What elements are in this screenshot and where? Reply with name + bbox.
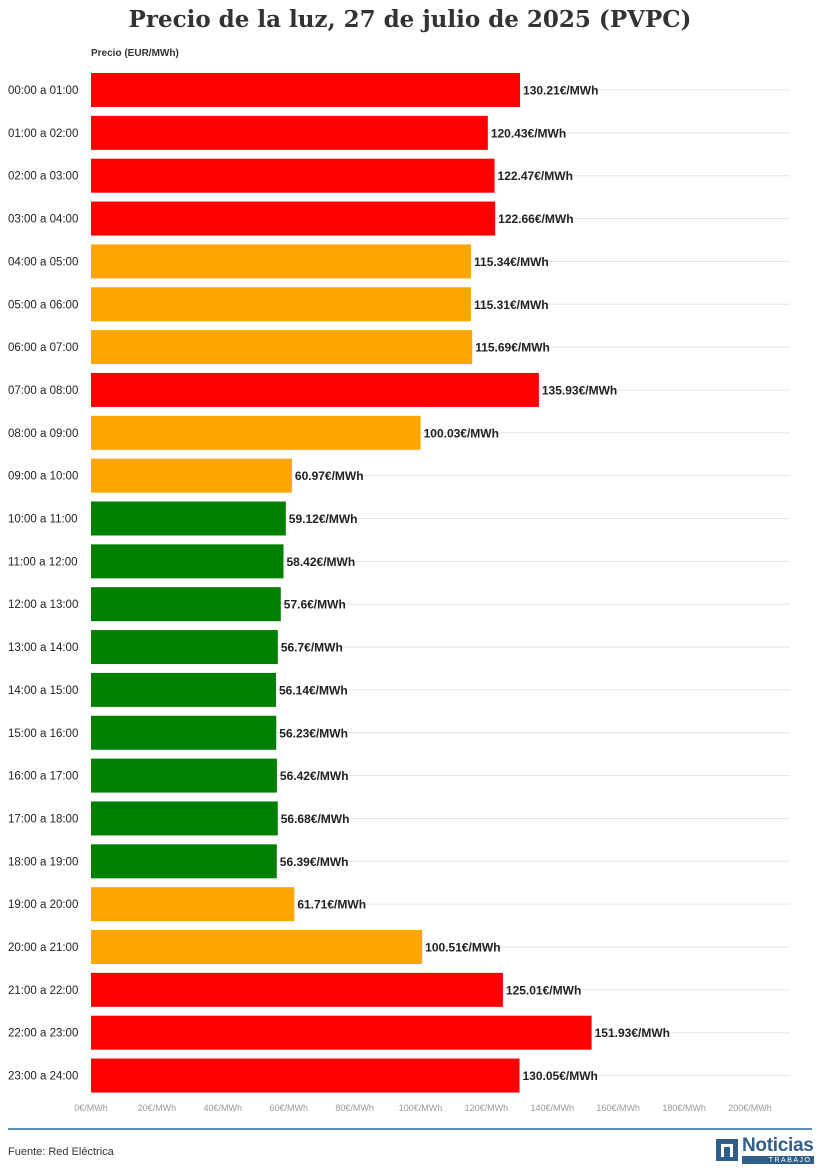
bar [91,330,473,365]
value-label: 125.01€/MWh [506,983,581,997]
category-label: 02:00 a 03:00 [8,171,78,183]
logo-name: Noticias [742,1135,814,1156]
bar [91,801,278,836]
bar [91,372,539,407]
bar [91,844,277,879]
category-label: 10:00 a 11:00 [8,514,78,526]
category-label: 17:00 a 18:00 [8,813,78,825]
bar [91,887,295,922]
bar [91,930,423,964]
axis-title: Precio (EUR/MWh) [91,48,179,59]
category-label: 05:00 a 06:00 [8,299,78,311]
x-tick-label: 160€/MWh [596,1103,640,1113]
x-tick-label: 40€/MWh [204,1103,243,1113]
value-label: 56.14€/MWh [279,683,348,697]
value-label: 122.47€/MWh [498,169,573,183]
x-tick-label: 140€/MWh [531,1103,575,1113]
category-label: 20:00 a 21:00 [8,942,78,954]
value-label: 120.43€/MWh [491,126,566,140]
category-label: 18:00 a 19:00 [8,856,78,868]
value-label: 100.51€/MWh [425,941,500,955]
category-label: 19:00 a 20:00 [8,899,78,911]
footer-divider [8,1128,812,1130]
bar [91,287,471,322]
value-label: 59.12€/MWh [289,512,358,526]
value-label: 58.42€/MWh [286,555,355,569]
logo-icon [716,1139,738,1161]
category-label: 00:00 a 01:00 [8,85,78,97]
category-label: 12:00 a 13:00 [8,599,78,611]
value-label: 115.34€/MWh [474,255,549,269]
value-label: 100.03€/MWh [424,426,499,440]
x-tick-label: 100€/MWh [399,1103,443,1113]
category-label: 06:00 a 07:00 [8,342,78,354]
category-label: 03:00 a 04:00 [8,214,78,226]
bar [91,758,277,793]
logo-subtitle: TRABAJO [742,1156,814,1164]
value-label: 130.05€/MWh [523,1069,598,1083]
value-label: 61.71€/MWh [297,898,366,912]
bar [91,544,284,579]
value-label: 151.93€/MWh [595,1026,670,1040]
category-label: 16:00 a 17:00 [8,771,78,783]
bar [91,158,495,193]
category-label: 11:00 a 12:00 [8,556,78,568]
category-label: 04:00 a 05:00 [8,256,78,268]
bar [91,630,278,665]
x-tick-label: 180€/MWh [662,1103,706,1113]
brand-logo[interactable]: Noticias TRABAJO [716,1135,814,1164]
x-tick-label: 20€/MWh [138,1103,177,1113]
category-label: 22:00 a 23:00 [8,1028,78,1040]
value-label: 135.93€/MWh [542,383,617,397]
x-tick-label: 80€/MWh [335,1103,374,1113]
bar [91,672,276,707]
category-label: 08:00 a 09:00 [8,428,78,440]
bar-chart: Precio (EUR/MWh) 00:00 a 01:00 130.21€/MWh… [8,48,790,1113]
category-label: 01:00 a 02:00 [8,128,78,140]
bar [91,458,292,493]
value-label: 115.69€/MWh [475,341,550,355]
category-label: 13:00 a 14:00 [8,642,78,654]
value-label: 56.68€/MWh [281,812,350,826]
category-label: 15:00 a 16:00 [8,728,78,740]
x-tick-label: 120€/MWh [465,1103,509,1113]
category-label: 07:00 a 08:00 [8,385,78,397]
bar [91,715,277,750]
value-label: 56.39€/MWh [280,855,349,869]
category-label: 21:00 a 22:00 [8,985,78,997]
bar [91,501,286,536]
value-label: 60.97€/MWh [295,469,364,483]
bar [91,115,488,150]
bar [91,415,421,450]
x-tick-label: 60€/MWh [269,1103,308,1113]
chart-title: Precio de la luz, 27 de julio de 2025 (P… [128,6,692,33]
x-tick-label: 0€/MWh [74,1103,108,1113]
source-note: Fuente: Red Eléctrica [8,1146,114,1158]
bar [91,244,472,279]
bar [91,587,281,622]
bar [91,972,503,1007]
bar [91,201,496,236]
value-label: 122.66€/MWh [498,212,573,226]
bar [91,1015,592,1050]
value-label: 56.23€/MWh [279,726,348,740]
category-label: 23:00 a 24:00 [8,1071,78,1083]
category-label: 14:00 a 15:00 [8,685,78,697]
bar [91,1058,520,1093]
category-label: 09:00 a 10:00 [8,471,78,483]
value-label: 115.31€/MWh [474,298,549,312]
bar [91,73,521,107]
value-label: 56.7€/MWh [281,641,343,655]
value-label: 56.42€/MWh [280,769,349,783]
value-label: 130.21€/MWh [523,84,598,98]
x-tick-label: 200€/MWh [728,1103,772,1113]
value-label: 57.6€/MWh [284,598,346,612]
